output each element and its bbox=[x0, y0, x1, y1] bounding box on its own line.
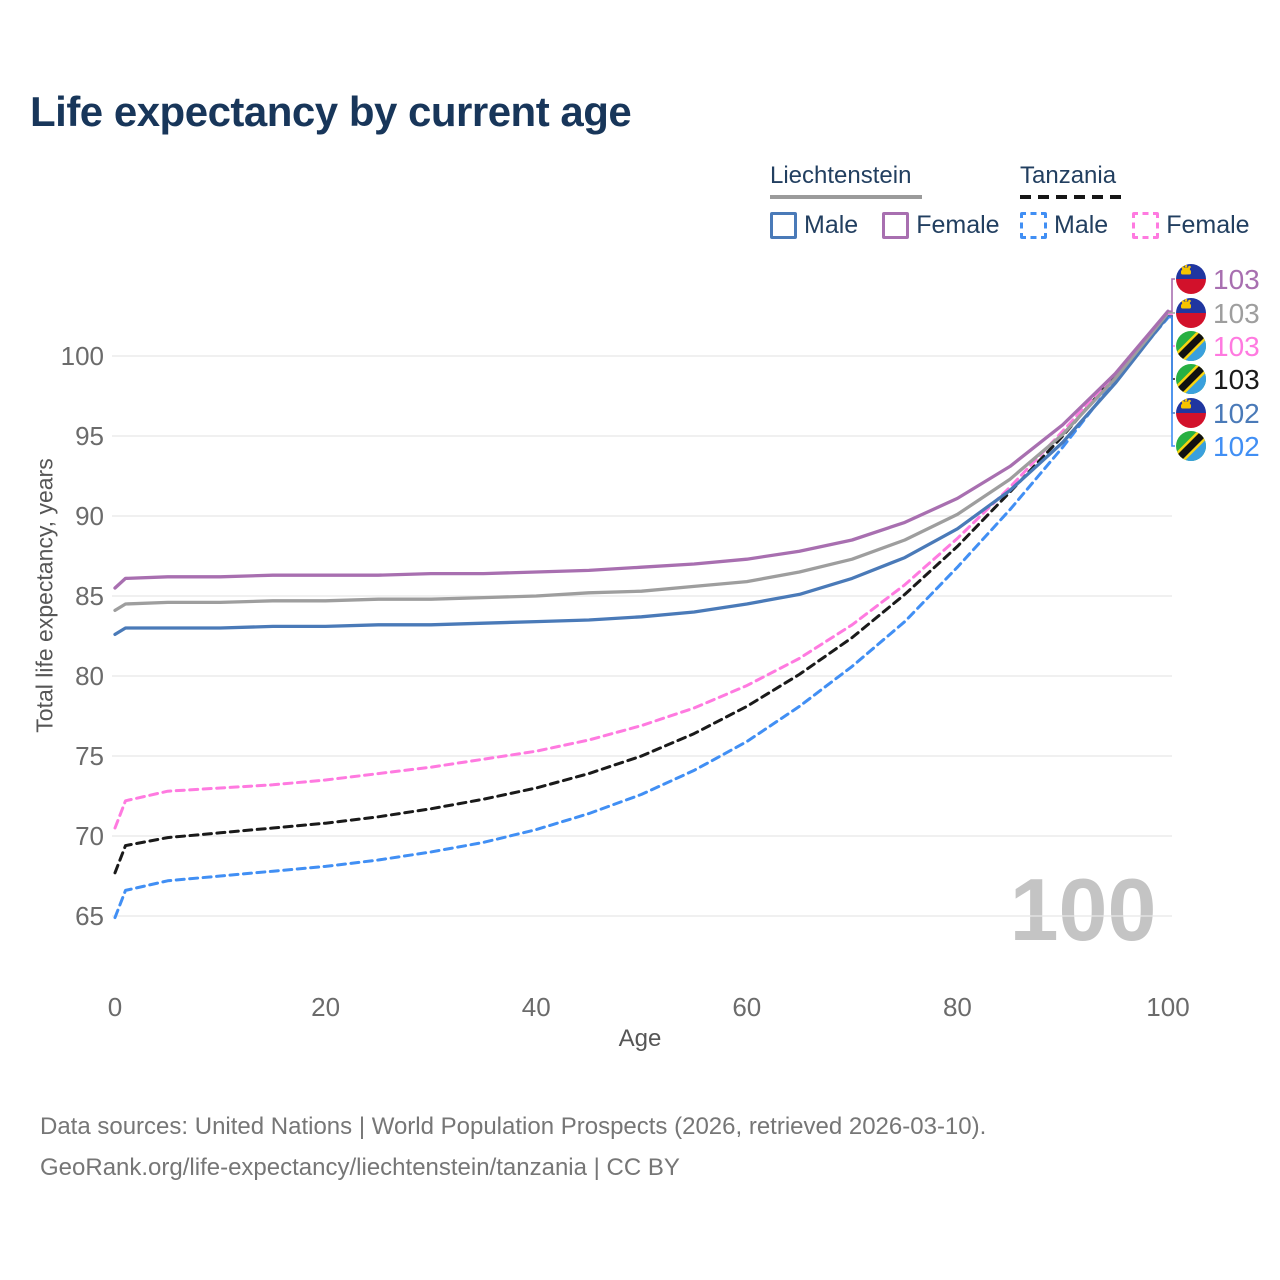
legend-country-tanzania[interactable]: Tanzania bbox=[1020, 162, 1250, 199]
legend-item-liechtenstein-female[interactable]: Female bbox=[882, 211, 1000, 240]
x-tick-label: 80 bbox=[943, 992, 972, 1022]
legend-item-tanzania-female[interactable]: Female bbox=[1132, 211, 1250, 240]
tanzania-flag-icon bbox=[1176, 431, 1206, 461]
tanzania-flag-icon bbox=[1176, 331, 1206, 361]
series-line-liechtenstein-female[interactable] bbox=[113, 309, 1170, 590]
x-tick-label: 100 bbox=[1146, 992, 1189, 1022]
legend-country-label: Tanzania bbox=[1020, 162, 1117, 189]
series-line-tanzania[interactable] bbox=[113, 314, 1170, 875]
y-tick-label: 100 bbox=[61, 341, 104, 371]
legend-item-label: Female bbox=[1166, 211, 1250, 239]
legend-group-tanzania: Tanzania Male Female bbox=[1020, 162, 1250, 240]
x-tick-label: 0 bbox=[108, 992, 122, 1022]
x-tick-label: 20 bbox=[311, 992, 340, 1022]
liechtenstein-flag-icon bbox=[1176, 298, 1206, 328]
x-tick-label: 40 bbox=[522, 992, 551, 1022]
x-tick-label: 60 bbox=[732, 992, 761, 1022]
legend-country-liechtenstein[interactable]: Liechtenstein bbox=[770, 162, 1000, 199]
legend-item-tanzania-male[interactable]: Male bbox=[1020, 211, 1108, 240]
male-dashed-swatch-icon bbox=[1020, 212, 1047, 239]
y-tick-label: 90 bbox=[75, 501, 104, 531]
legend-country-label: Liechtenstein bbox=[770, 162, 912, 189]
y-tick-label: 70 bbox=[75, 821, 104, 851]
legend-line-sample-dashed bbox=[1020, 195, 1122, 199]
legend-item-liechtenstein-male[interactable]: Male bbox=[770, 211, 858, 240]
label-connector bbox=[1168, 278, 1175, 312]
legend-item-label: Female bbox=[916, 211, 1000, 239]
x-axis-title: Age bbox=[618, 1025, 662, 1052]
series-line-liechtenstein-male[interactable] bbox=[113, 314, 1170, 637]
liechtenstein-flag-icon bbox=[1176, 398, 1206, 428]
end-value-label: 103 bbox=[1213, 364, 1260, 395]
age-indicator-watermark: 100 bbox=[1009, 860, 1157, 959]
y-tick-label: 75 bbox=[75, 741, 104, 771]
end-value-label: 102 bbox=[1213, 398, 1260, 429]
y-tick-label: 65 bbox=[75, 901, 104, 931]
female-solid-swatch-icon bbox=[882, 212, 910, 239]
liechtenstein-flag-icon bbox=[1176, 264, 1206, 294]
series-line-liechtenstein[interactable] bbox=[113, 311, 1170, 613]
legend-line-sample-solid bbox=[770, 195, 922, 199]
y-tick-label: 80 bbox=[75, 661, 104, 691]
data-source-line1: Data sources: United Nations | World Pop… bbox=[40, 1113, 987, 1140]
end-value-label: 103 bbox=[1213, 264, 1260, 295]
tanzania-flag-icon bbox=[1176, 364, 1206, 394]
female-dashed-swatch-icon bbox=[1132, 212, 1160, 239]
end-value-label: 103 bbox=[1213, 298, 1260, 329]
series-line-tanzania-female[interactable] bbox=[113, 312, 1170, 830]
end-value-label: 102 bbox=[1213, 431, 1260, 462]
label-connector bbox=[1168, 316, 1175, 447]
series-line-tanzania-male[interactable] bbox=[113, 316, 1170, 920]
y-tick-label: 95 bbox=[75, 421, 104, 451]
male-solid-swatch-icon bbox=[770, 212, 797, 239]
data-source-line2: GeoRank.org/life-expectancy/liechtenstei… bbox=[40, 1154, 680, 1181]
data-source-note: Data sources: United Nations | World Pop… bbox=[40, 1106, 986, 1188]
end-value-label: 103 bbox=[1213, 331, 1260, 362]
legend-item-label: Male bbox=[804, 211, 859, 239]
legend-item-label: Male bbox=[1054, 211, 1109, 239]
y-tick-label: 85 bbox=[75, 581, 104, 611]
legend-group-liechtenstein: Liechtenstein Male Female bbox=[770, 162, 1000, 240]
page-title: Life expectancy by current age bbox=[30, 88, 632, 135]
